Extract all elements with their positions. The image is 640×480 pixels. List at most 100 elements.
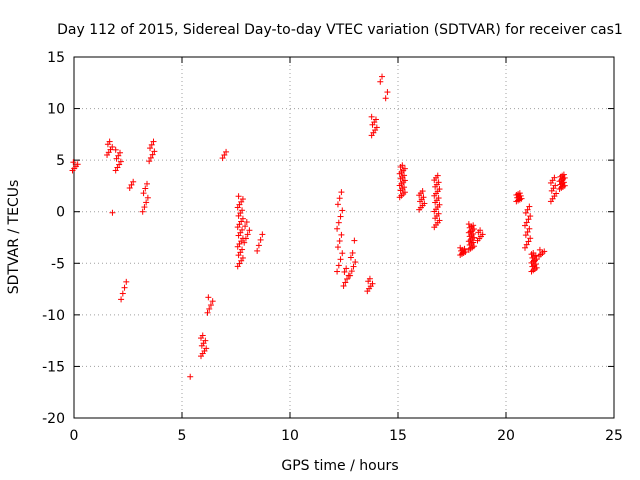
data-point (151, 148, 158, 155)
data-point (335, 262, 342, 269)
data-point (435, 179, 442, 186)
data-point (257, 236, 264, 243)
data-point (337, 213, 344, 220)
data-point (384, 89, 391, 96)
axis-ticks: 0 5 10 15 20 25 -20 -15 -10 -5 0 5 10 15 (42, 50, 623, 444)
data-point (241, 239, 248, 246)
data-point (349, 249, 356, 256)
y-tick-label: 15 (47, 50, 65, 66)
data-point (420, 194, 427, 201)
data-point (209, 298, 216, 305)
data-point (436, 186, 443, 193)
x-tick-label: 5 (178, 428, 187, 444)
data-point (143, 199, 150, 206)
data-point (522, 232, 529, 239)
data-point (117, 158, 124, 165)
data-point (130, 178, 137, 185)
y-tick-label: -5 (51, 256, 65, 272)
data-point (526, 203, 533, 210)
data-point (338, 189, 345, 196)
data-point (109, 209, 116, 216)
data-point (530, 249, 537, 256)
data-point (343, 265, 350, 272)
data-point (74, 161, 81, 168)
data-point (516, 190, 523, 197)
x-tick-label: 0 (70, 428, 79, 444)
data-point (479, 231, 486, 238)
data-point (70, 159, 77, 166)
data-point (123, 278, 130, 285)
data-point (470, 222, 477, 229)
data-point (524, 228, 531, 235)
data-point (525, 216, 532, 223)
data-point (435, 210, 442, 217)
data-point (401, 184, 408, 191)
data-point (239, 254, 246, 261)
data-point (187, 373, 194, 380)
data-point (419, 188, 426, 195)
data-point (522, 209, 529, 216)
data-point (527, 235, 534, 242)
data-point (379, 73, 386, 80)
data-point (202, 337, 209, 344)
data-point (457, 244, 464, 251)
data-point (206, 305, 213, 312)
data-point (366, 275, 373, 282)
data-point (552, 182, 559, 189)
y-tick-label: 10 (47, 102, 65, 118)
data-point (341, 268, 348, 275)
data-point (352, 259, 359, 266)
data-point (239, 246, 246, 253)
data-point (334, 244, 341, 251)
data-point (205, 294, 212, 301)
data-point (350, 263, 357, 270)
y-tick-label: -10 (42, 308, 65, 324)
data-point (128, 181, 135, 188)
data-point (118, 296, 125, 303)
data-point (461, 245, 468, 252)
y-tick-label: -20 (42, 411, 65, 427)
data-point (334, 201, 341, 208)
data-point (239, 196, 246, 203)
data-point (525, 238, 532, 245)
data-point (121, 284, 128, 291)
y-tick-label: 0 (56, 205, 65, 221)
data-point (146, 158, 153, 165)
data-point (372, 116, 379, 123)
data-point (199, 332, 206, 339)
data-point (203, 345, 210, 352)
x-tick-label: 10 (281, 428, 299, 444)
x-tick-label: 25 (605, 428, 623, 444)
x-tick-label: 20 (497, 428, 515, 444)
y-tick-label: 5 (56, 153, 65, 169)
data-point (368, 113, 375, 120)
data-point (337, 256, 344, 263)
data-point (435, 195, 442, 202)
data-point (112, 146, 119, 153)
data-point (522, 244, 529, 251)
y-axis-label: SDTVAR / TECUs (6, 180, 22, 295)
data-point (377, 78, 384, 85)
data-point (369, 280, 376, 287)
data-point (382, 95, 389, 102)
plot-frame (73, 56, 615, 419)
data-point (144, 180, 151, 187)
data-point (239, 215, 246, 222)
data-point (551, 174, 558, 181)
data-points (69, 73, 568, 380)
data-point (109, 143, 116, 150)
data-point (347, 272, 354, 279)
data-point (339, 250, 346, 257)
data-point (477, 227, 484, 234)
data-point (126, 184, 133, 191)
data-point (434, 172, 441, 179)
grid-lines (74, 57, 614, 418)
data-point (144, 194, 151, 201)
data-point (339, 207, 346, 214)
data-point (340, 282, 347, 289)
data-point (141, 204, 148, 211)
data-point (553, 190, 560, 197)
data-point (140, 190, 147, 197)
